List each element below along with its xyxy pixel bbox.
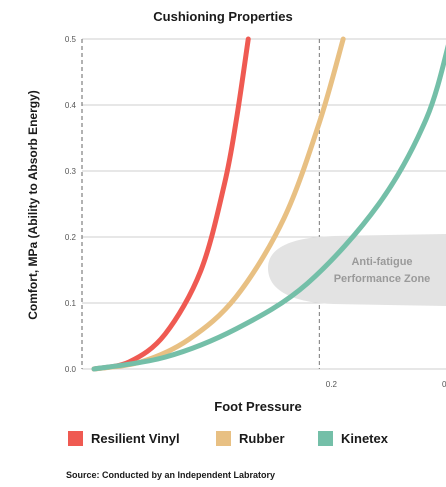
x-tick-label: 0.2 xyxy=(326,380,338,389)
legend-label-rubber: Rubber xyxy=(239,431,285,447)
legend-swatch-kinetex xyxy=(318,431,333,447)
legend-item-resilient-vinyl: Resilient Vinyl xyxy=(68,430,180,448)
y-tick-label: 0.2 xyxy=(65,233,77,242)
legend-label-kinetex: Kinetex xyxy=(341,431,388,447)
annotation-shape xyxy=(268,234,446,306)
legend-item-kinetex: Kinetex xyxy=(318,430,388,448)
y-tick-label: 0.1 xyxy=(65,299,77,308)
legend-swatch-rubber xyxy=(216,431,231,447)
x-tick-label: 0 xyxy=(442,380,446,389)
legend-swatch-resilient-vinyl xyxy=(68,431,83,447)
series-line-resilient-vinyl xyxy=(91,36,251,372)
source-note: Source: Conducted by an Independent Labr… xyxy=(66,470,276,480)
y-tick-label: 0.0 xyxy=(65,365,77,374)
x-axis-label: Foot Pressure xyxy=(214,399,302,414)
annotation-label-line2: Performance Zone xyxy=(334,273,431,285)
y-tick-label: 0.3 xyxy=(65,167,77,176)
y-axis-label: Comfort, MPa (Ability to Absorb Energy) xyxy=(26,90,40,320)
legend-item-rubber: Rubber xyxy=(216,430,285,448)
annotation-label-line1: Anti-fatigue xyxy=(351,256,412,268)
chart-title: Cushioning Properties xyxy=(153,9,293,24)
legend-label-resilient-vinyl: Resilient Vinyl xyxy=(91,431,180,447)
series-line-kinetex xyxy=(91,44,446,372)
y-tick-label: 0.5 xyxy=(65,35,77,44)
y-tick-label: 0.4 xyxy=(65,101,77,110)
